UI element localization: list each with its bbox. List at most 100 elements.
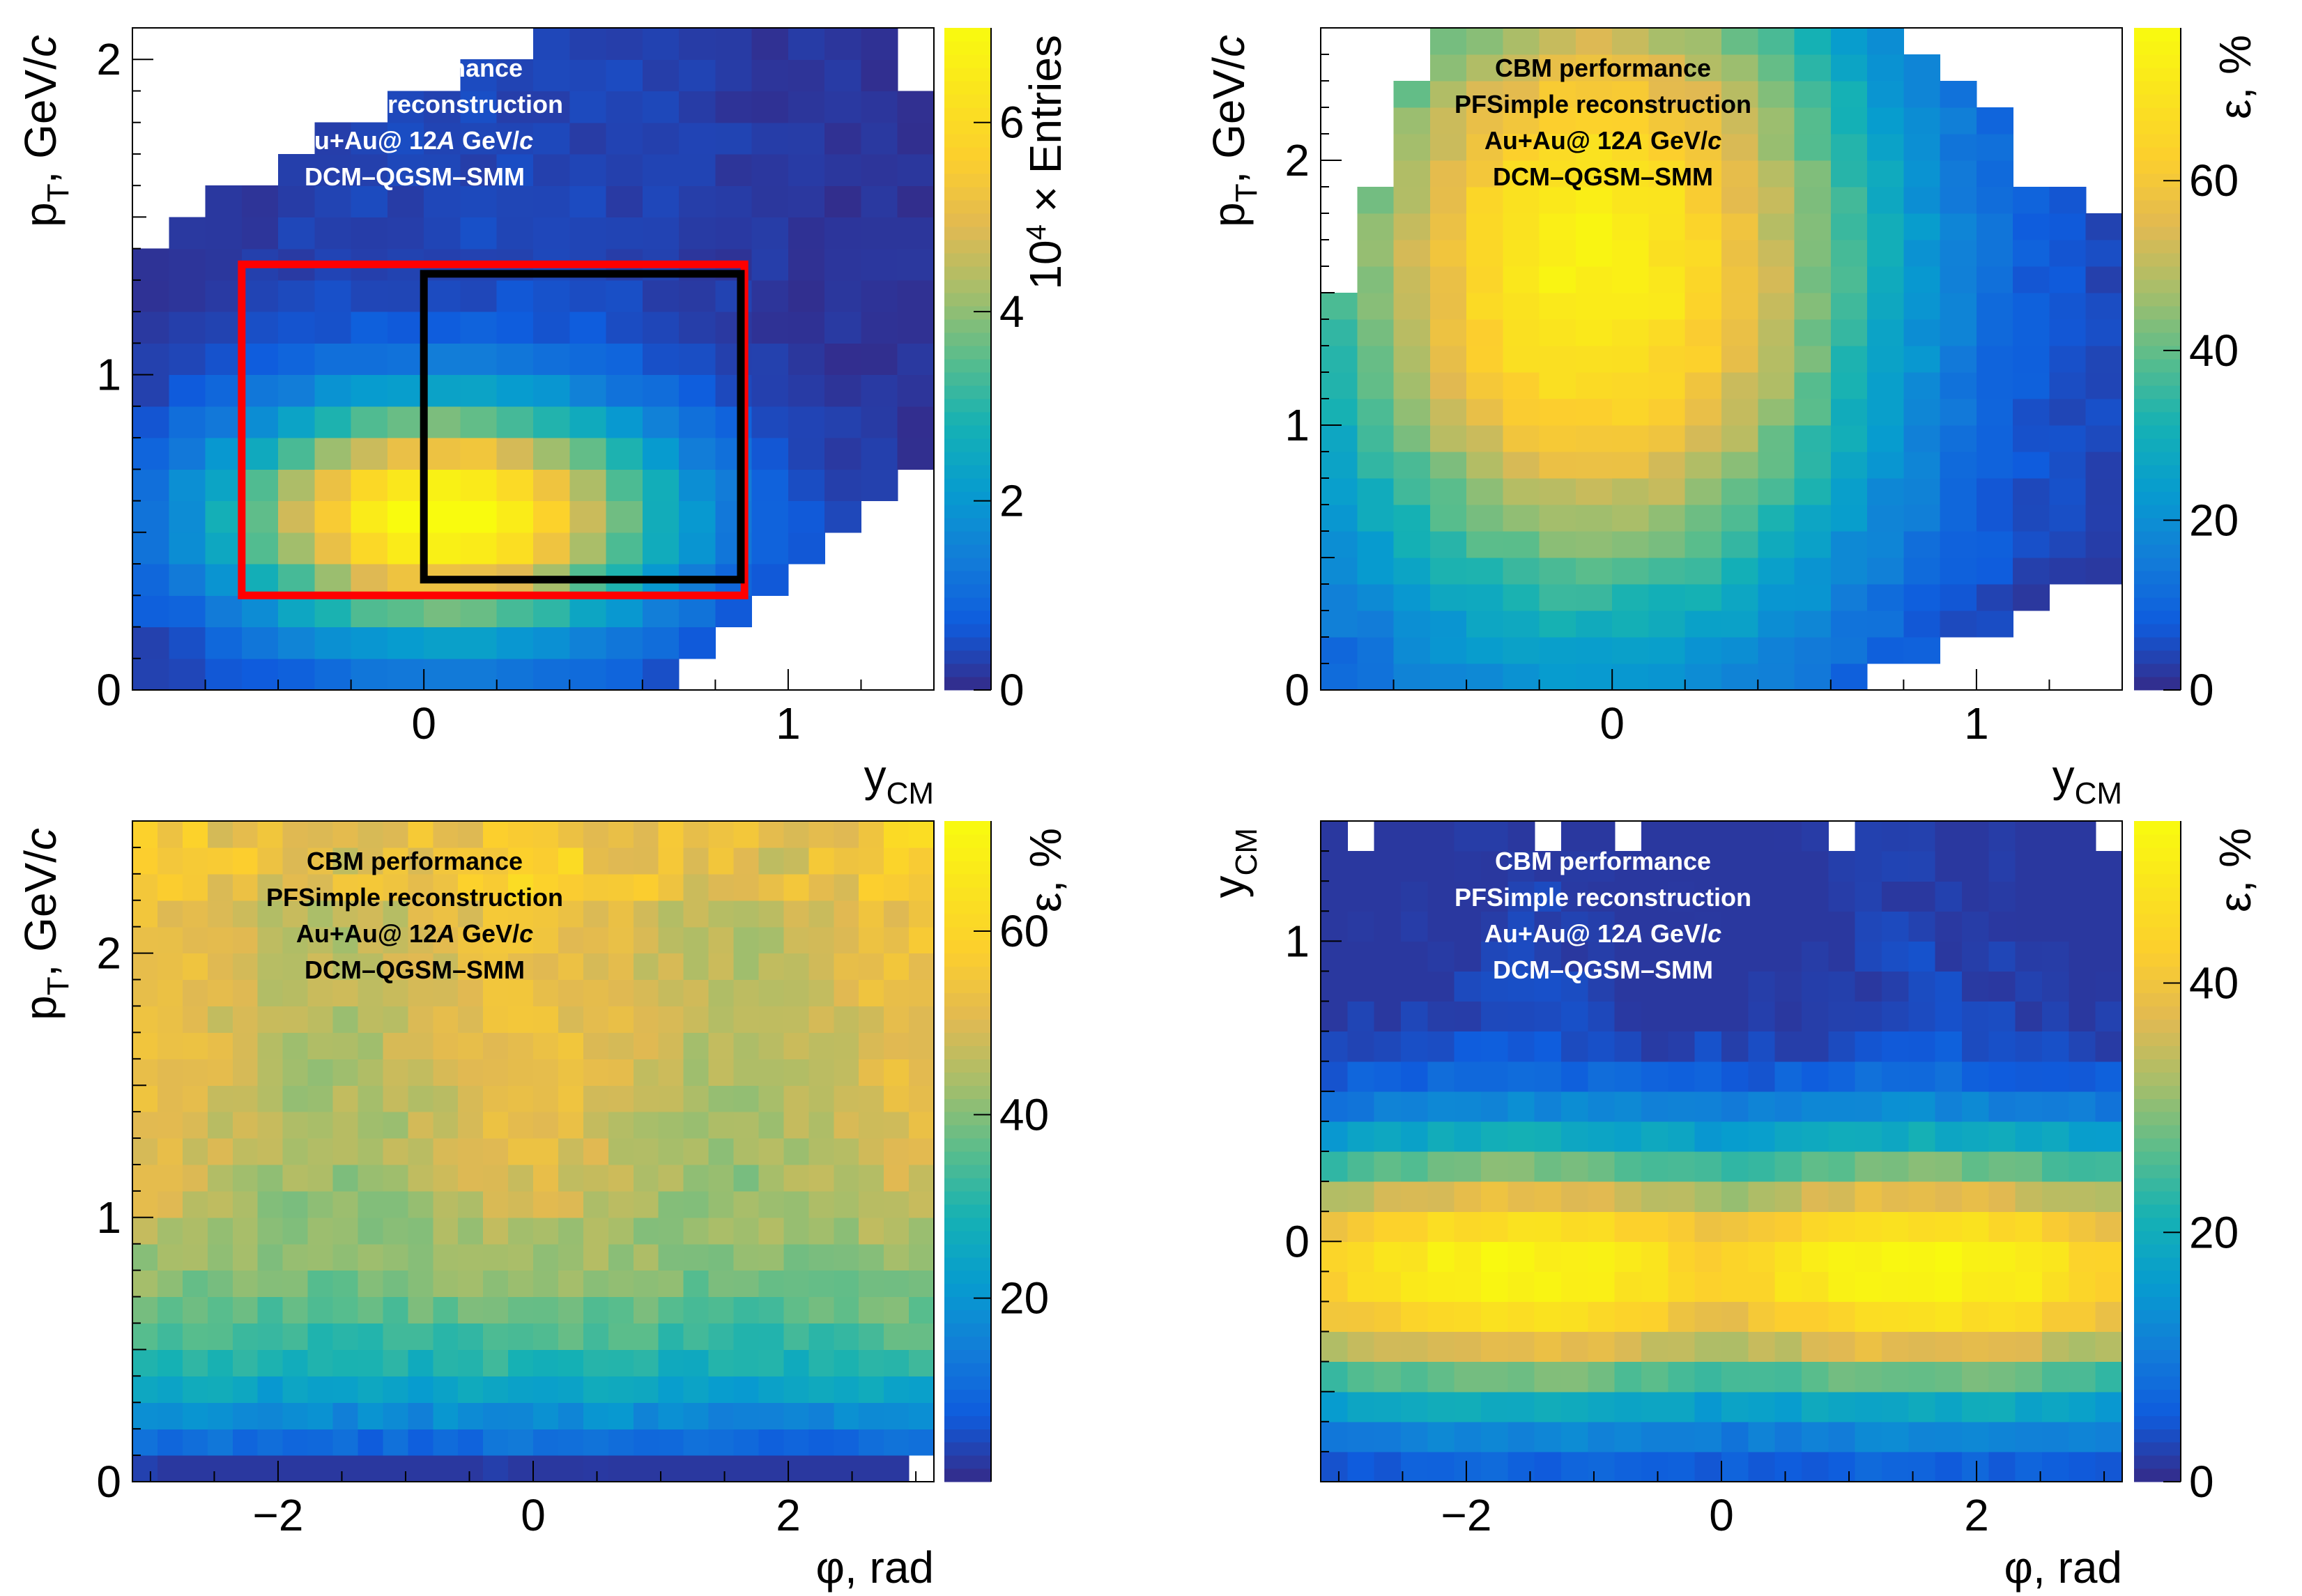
heatmap-cell [1748,1241,1776,1272]
heatmap-cell [1481,1271,1508,1303]
heatmap-cell [1612,28,1650,55]
heatmap-cell [1828,941,1856,972]
heatmap-cell [1685,240,1722,267]
heatmap-cell [1685,558,1722,585]
heatmap-cell [383,847,408,875]
heatmap-cell [1721,1271,1749,1303]
heatmap-cell [1721,971,1749,1002]
heatmap-cell [1401,1091,1428,1122]
colorbar-segment [944,505,991,519]
heatmap-cell [569,627,607,659]
heatmap-cell [508,1243,534,1271]
colorbar-segment [2134,41,2181,55]
heatmap-cell [633,1217,659,1245]
heatmap-cell [424,185,461,218]
heatmap-cell [1357,319,1395,346]
heatmap-cell [1685,611,1722,638]
heatmap-cell [683,926,709,954]
heatmap-cell [351,374,388,407]
heatmap-cell [241,279,279,312]
heatmap-cell [1454,1391,1482,1422]
heatmap-cell [1427,1121,1455,1152]
heatmap-cell [332,979,359,1007]
heatmap-cell [897,217,935,250]
heatmap-cell [1357,531,1395,558]
heatmap-cell [751,59,789,92]
heatmap-cell [533,343,570,376]
heatmap-cell [733,1402,760,1429]
heatmap-cell [1539,213,1576,240]
heatmap-cell [1962,1271,1989,1303]
heatmap-cell [1758,187,1795,214]
heatmap-cell [278,185,315,218]
heatmap-cell [307,873,334,901]
heatmap-cell [1357,452,1395,479]
heatmap-cell [1668,971,1696,1002]
heatmap-cell [2095,1331,2123,1363]
heatmap-cell [1614,1451,1642,1482]
heatmap-cell [834,1217,859,1245]
heatmap-cell [460,406,498,438]
colorbar-segment [944,544,991,558]
heatmap-cell [257,1455,284,1482]
heatmap-cell [358,1455,383,1482]
heatmap-cell [758,1164,784,1192]
heatmap-cell [508,1138,534,1165]
heatmap-cell [608,1243,634,1271]
heatmap-cell [1685,213,1722,240]
heatmap-cell [1940,531,1977,558]
heatmap-cell [1503,611,1540,638]
heatmap-cell [751,28,789,60]
heatmap-cell [132,627,169,659]
heatmap-cell [569,153,607,186]
heatmap-cell [314,532,352,565]
heatmap-cell [583,821,609,848]
heatmap-cell [1561,941,1588,972]
heatmap-cell [1855,971,1882,1002]
colorbar-segment [2134,1468,2181,1482]
heatmap-cell [1393,531,1431,558]
heatmap-cell [1561,1151,1588,1182]
heatmap-cell [1758,611,1795,638]
heatmap-cell [897,91,935,123]
heatmap-cell [909,1402,935,1429]
heatmap-cell [2013,293,2050,320]
heatmap-cell [458,1349,484,1376]
heatmap-cell [483,1349,509,1376]
heatmap-cell [2042,1061,2069,1092]
heatmap-cell [1976,452,2013,479]
heatmap-cell [1648,187,1686,214]
heatmap-cell [1321,425,1358,452]
heatmap-cell [1855,1121,1882,1152]
colorbar-segment [2134,253,2181,267]
heatmap-cell [1393,293,1431,320]
heatmap-cell [207,1323,233,1350]
heatmap-cell [358,1059,383,1086]
heatmap-cell [332,953,359,981]
heatmap-cell [132,847,158,875]
heatmap-cell [758,1455,784,1482]
heatmap-cell [1855,1241,1882,1272]
heatmap-cell [1534,1061,1562,1092]
heatmap-cell [808,1243,834,1271]
heatmap-cell [2049,213,2087,240]
heatmap-cell [533,1032,559,1059]
heatmap-cell [642,469,680,502]
heatmap-cell [182,1085,208,1112]
heatmap-cell [182,1376,208,1403]
heatmap-cell [332,1455,359,1482]
heatmap-cell [182,900,208,928]
heatmap-cell [533,532,570,565]
z-tick-label: 60 [2189,155,2239,206]
heatmap-cell [1758,425,1795,452]
heatmap-cell [758,979,784,1007]
heatmap-cell [1374,1121,1402,1152]
heatmap-cell [658,1138,684,1165]
annotation-line4: DCM–QGSM–SMM [1493,162,1713,191]
heatmap-cell [1347,1451,1375,1482]
heatmap-cell [783,1059,809,1086]
heatmap-cell [1374,1331,1402,1363]
colorbar-segment [944,584,991,598]
heatmap-cell [2042,1271,2069,1303]
heatmap-cell [358,1270,383,1298]
